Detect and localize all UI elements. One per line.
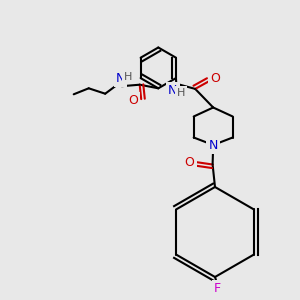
Text: O: O: [184, 157, 194, 169]
Text: N: N: [168, 85, 177, 98]
Text: O: O: [210, 73, 220, 85]
Text: N: N: [208, 139, 218, 152]
Text: O: O: [128, 94, 138, 107]
Text: H: H: [177, 88, 185, 98]
Text: H: H: [124, 72, 133, 82]
Text: F: F: [214, 283, 221, 296]
Text: N: N: [116, 72, 125, 85]
